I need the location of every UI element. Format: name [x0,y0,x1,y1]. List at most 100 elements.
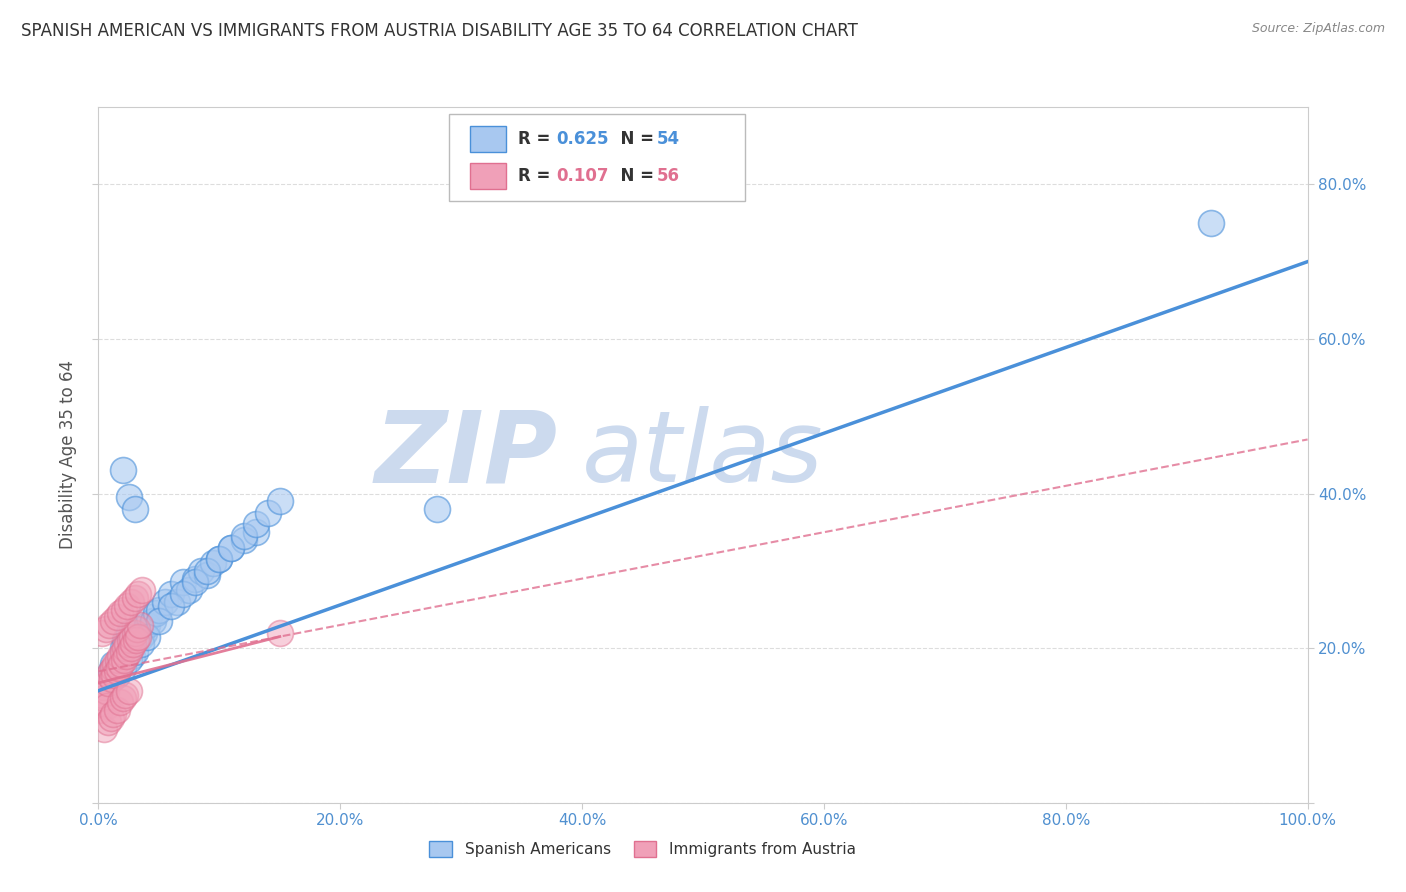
Point [105,660,128,674]
Point [195,567,218,582]
Point [101,657,124,671]
Point [127,630,149,644]
Text: ZIP: ZIP [375,407,558,503]
Point [108,660,131,674]
Point [142,614,165,628]
Point [93,691,115,706]
Point [129,630,152,644]
Point [100,665,122,679]
Point [426,502,449,516]
Point [94,622,117,636]
Point [120,641,142,656]
Point [202,556,225,570]
Point [91,625,114,640]
Text: R =: R = [517,130,557,148]
Point [221,541,243,555]
Point [111,645,134,659]
Point [103,668,125,682]
Point [138,610,160,624]
Point [115,648,138,663]
Point [124,645,146,659]
Point [93,723,115,737]
Point [232,529,254,543]
Point [101,706,124,721]
Point [245,525,267,540]
Point [190,564,212,578]
Point [134,625,156,640]
Point [104,657,127,671]
Point [118,653,141,667]
Text: N =: N = [609,167,659,185]
Point [89,703,111,717]
Point [128,618,150,632]
Point [107,653,129,667]
Point [110,657,132,671]
Text: atlas: atlas [582,407,824,503]
Point [97,714,120,729]
Point [135,618,157,632]
Legend: Spanish Americans, Immigrants from Austria: Spanish Americans, Immigrants from Austr… [422,833,863,864]
Point [245,517,267,532]
Point [160,599,183,613]
Point [105,703,128,717]
FancyBboxPatch shape [449,114,745,201]
Point [148,614,170,628]
Point [124,502,146,516]
Point [129,637,152,651]
Point [93,676,115,690]
Point [100,711,122,725]
Point [145,607,167,621]
Text: SPANISH AMERICAN VS IMMIGRANTS FROM AUSTRIA DISABILITY AGE 35 TO 64 CORRELATION : SPANISH AMERICAN VS IMMIGRANTS FROM AUST… [21,22,858,40]
Text: 0.625: 0.625 [557,130,609,148]
Point [135,630,157,644]
Point [127,622,149,636]
Point [108,695,131,709]
Point [184,572,207,586]
Point [100,672,122,686]
Point [179,583,201,598]
Point [118,625,141,640]
Point [269,625,291,640]
Point [94,683,117,698]
Point [105,665,128,679]
Point [124,633,146,648]
Point [114,633,136,648]
Point [91,688,114,702]
Point [101,614,124,628]
Point [121,648,143,663]
Point [112,602,135,616]
Point [114,641,136,656]
Point [101,660,124,674]
Point [117,599,139,613]
Point [166,595,188,609]
Point [172,575,194,590]
Text: N =: N = [609,130,659,148]
Point [127,622,149,636]
Point [108,653,131,667]
Point [111,660,134,674]
Point [208,552,231,566]
Point [160,587,183,601]
Point [111,463,134,477]
Point [98,618,121,632]
Point [91,680,114,694]
Text: 56: 56 [657,167,681,185]
Point [98,668,121,682]
Point [124,625,146,640]
Point [122,637,145,651]
Point [118,645,141,659]
Point [232,533,254,547]
Point [97,676,120,690]
Point [111,691,134,706]
FancyBboxPatch shape [470,126,506,153]
Point [111,641,134,656]
Point [118,683,141,698]
Point [256,506,278,520]
Point [114,688,136,702]
Point [269,494,291,508]
Point [172,587,194,601]
Point [90,695,112,709]
Point [125,633,148,648]
Point [105,668,128,682]
Point [148,602,170,616]
